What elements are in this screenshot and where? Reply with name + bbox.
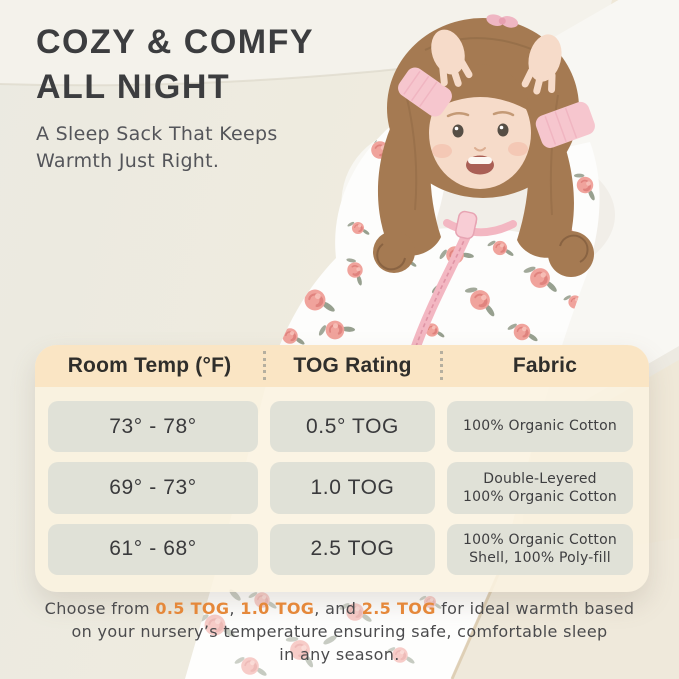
footnote-text: Choose from <box>44 599 156 618</box>
tog-table-header: Room Temp (°F) TOG Rating Fabric <box>35 345 649 387</box>
subtitle: A Sleep Sack That Keeps Warmth Just Righ… <box>36 121 314 175</box>
page-title-line-2: ALL NIGHT <box>36 68 231 106</box>
headline-block: COZY & COMFY ALL NIGHT A Sleep Sack That… <box>36 20 314 175</box>
tog-value-highlight: 1.0 TOG <box>240 599 315 618</box>
temp-cell: 61° - 68° <box>48 523 258 575</box>
column-header-fabric: Fabric <box>512 354 578 377</box>
tog-value-highlight: 2.5 TOG <box>361 599 436 618</box>
tog-cell: 0.5° TOG <box>270 401 435 453</box>
footnote-line-3: in any season. <box>279 645 400 665</box>
column-header-room-temp: Room Temp (°F) <box>67 354 232 377</box>
footnote-text: , <box>229 599 241 618</box>
temp-cell: 69° - 73° <box>48 462 258 514</box>
table-row: 69° - 73° 1.0 TOG Double-Leyered 100% Or… <box>35 457 649 518</box>
hair-bow <box>486 14 519 28</box>
subtitle-line-2: Warmth Just Right. <box>36 150 220 172</box>
fabric-cell: 100% Organic Cotton <box>447 401 633 453</box>
tog-table-body: 73° - 78° 0.5° TOG 100% Organic Cotton 6… <box>35 387 649 592</box>
table-row: 73° - 78° 0.5° TOG 100% Organic Cotton <box>35 396 649 457</box>
page-title-line-1: COZY & COMFY <box>36 23 315 61</box>
dotted-divider <box>440 351 443 380</box>
footnote-text: for ideal warmth based <box>435 599 635 618</box>
zipper-pull <box>455 210 478 240</box>
table-row: 61° - 68° 2.5 TOG 100% Organic Cotton Sh… <box>35 519 649 580</box>
footnote-line-1: Choose from 0.5 TOG, 1.0 TOG, and 2.5 TO… <box>0 597 679 620</box>
fabric-cell: Double-Leyered 100% Organic Cotton <box>447 462 633 514</box>
tog-cell: 2.5 TOG <box>270 523 435 575</box>
dotted-divider <box>263 351 266 380</box>
tog-table: Room Temp (°F) TOG Rating Fabric 73° - 7… <box>35 345 649 592</box>
footnote: Choose from 0.5 TOG, 1.0 TOG, and 2.5 TO… <box>0 597 679 667</box>
fabric-cell: 100% Organic Cotton Shell, 100% Poly-fil… <box>447 523 633 575</box>
footnote-text: , and <box>314 599 362 618</box>
tog-value-highlight: 0.5 TOG <box>155 599 230 618</box>
footnote-line-2: on your nursery’s temperature ensuring s… <box>71 622 608 642</box>
temp-cell: 73° - 78° <box>48 401 258 453</box>
subtitle-line-1: A Sleep Sack That Keeps <box>36 123 278 145</box>
column-header-tog-rating: TOG Rating <box>293 354 412 377</box>
tog-cell: 1.0 TOG <box>270 462 435 514</box>
